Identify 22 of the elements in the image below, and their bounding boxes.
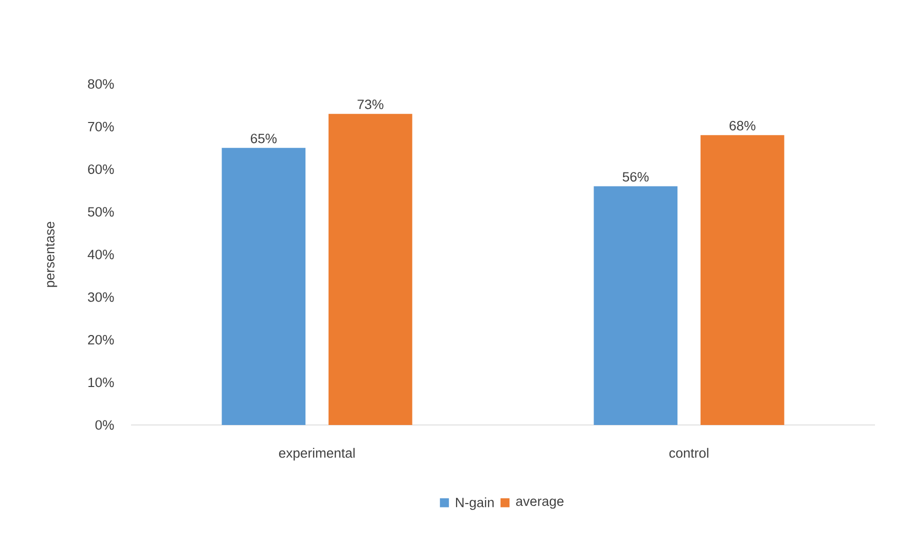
y-tick-label: 60%: [88, 164, 114, 174]
bar: [222, 148, 306, 425]
y-tick-label: 20%: [88, 334, 114, 344]
data-label: 68%: [730, 120, 756, 130]
y-tick-label: 50%: [88, 207, 114, 217]
data-label: 73%: [358, 100, 384, 110]
legend-label: average: [516, 498, 564, 509]
legend-label: N-gain: [456, 497, 494, 510]
y-tick-label: 10%: [88, 378, 114, 388]
y-tick-label: 0%: [95, 420, 114, 430]
y-tick-label: 30%: [88, 292, 114, 302]
x-tick-label: experimental: [279, 448, 355, 460]
x-tick-label: control: [669, 448, 708, 458]
y-tick-label: 80%: [88, 79, 114, 89]
bar: [328, 114, 412, 425]
bar: [594, 186, 678, 425]
data-label: 65%: [250, 134, 277, 144]
y-axis-title: persentase: [46, 222, 58, 287]
y-tick-label: 70%: [88, 122, 114, 132]
y-tick-label: 40%: [88, 250, 114, 260]
bar: [700, 135, 784, 425]
data-label: 56%: [622, 172, 649, 182]
